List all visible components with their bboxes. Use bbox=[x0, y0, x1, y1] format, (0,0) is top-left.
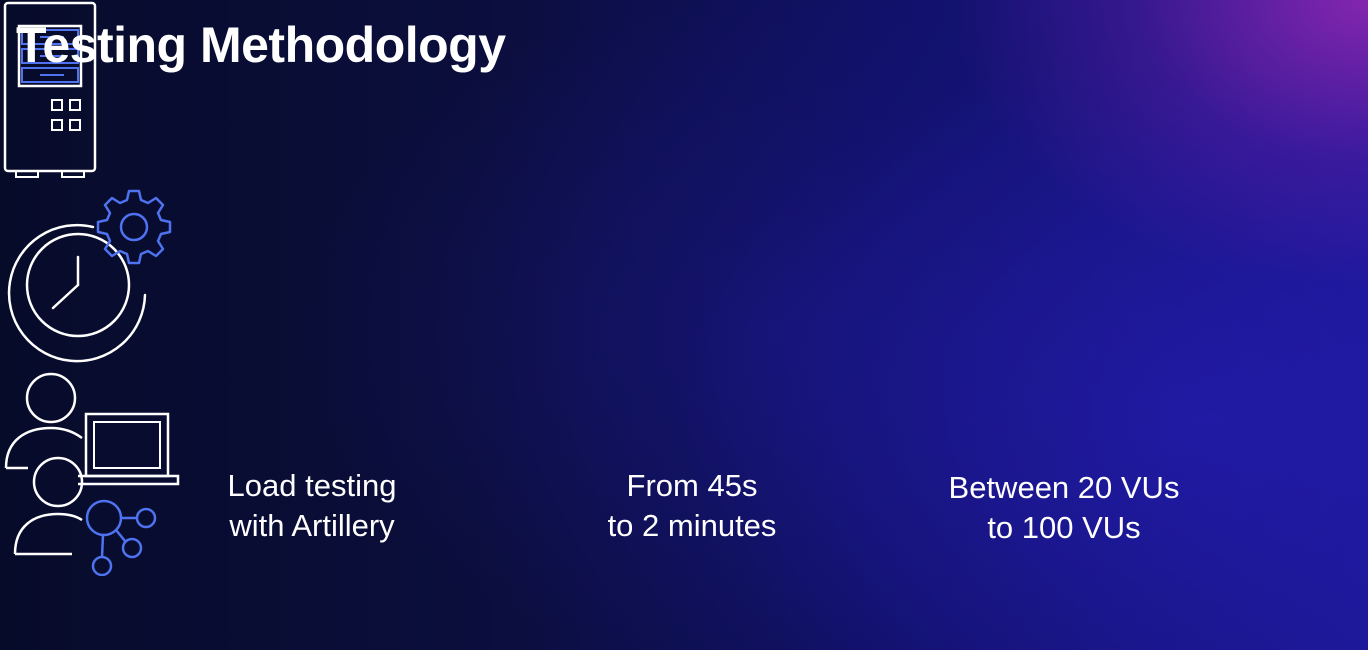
slide-title: Testing Methodology bbox=[16, 17, 506, 73]
clock-gear-icon bbox=[7, 189, 172, 363]
users-laptop-network-icon bbox=[4, 372, 180, 577]
item-load-testing: Load testing with Artillery bbox=[0, 0, 1368, 543]
caption-line-2: to 100 VUs bbox=[987, 510, 1141, 545]
item-duration: From 45s to 2 minutes bbox=[0, 185, 1368, 543]
caption-line-1: From 45s bbox=[626, 468, 758, 503]
caption-virtual-users: Between 20 VUs to 100 VUs bbox=[924, 468, 1204, 548]
server-tower-icon bbox=[3, 1, 97, 178]
caption-line-2: to 2 minutes bbox=[607, 508, 777, 543]
caption-duration: From 45s to 2 minutes bbox=[582, 466, 802, 546]
item-virtual-users: Between 20 VUs to 100 VUs bbox=[0, 370, 1368, 581]
caption-line-1: Load testing bbox=[227, 468, 397, 503]
caption-load-testing: Load testing with Artillery bbox=[212, 466, 412, 546]
caption-line-1: Between 20 VUs bbox=[948, 470, 1180, 505]
caption-line-2: with Artillery bbox=[229, 508, 395, 543]
